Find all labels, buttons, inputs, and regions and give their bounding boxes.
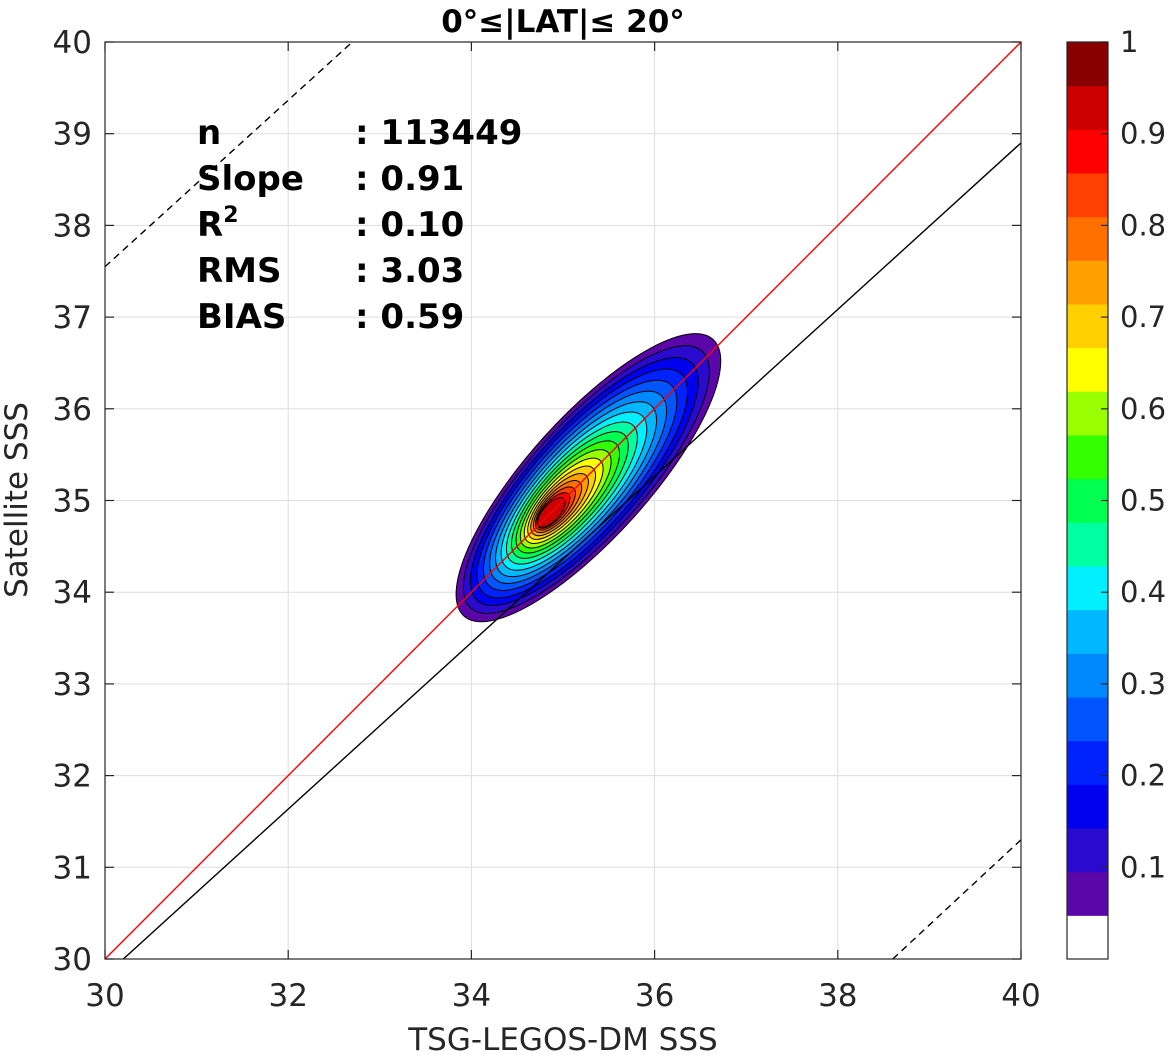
x-tick-label: 30 [85, 978, 124, 1014]
y-tick-label: 40 [53, 25, 92, 61]
colorbar-tick-label: 0.4 [1120, 575, 1166, 609]
stat-label: R2 [197, 203, 239, 245]
colorbar-tick-label: 0.8 [1120, 208, 1166, 242]
x-tick-label: 36 [635, 978, 674, 1014]
y-tick-label: 34 [53, 575, 92, 611]
stat-label: Slope [197, 159, 304, 199]
colorbar-segment [1067, 347, 1108, 392]
colorbar-tick-label: 0.1 [1120, 850, 1166, 884]
colorbar-segment [1067, 216, 1108, 261]
y-tick-label: 32 [53, 759, 92, 795]
reference-line-lower [892, 839, 1021, 959]
colorbar-segment [1067, 173, 1108, 218]
colorbar-segment [1067, 522, 1108, 567]
y-tick-label: 35 [53, 484, 92, 520]
y-tick-label: 39 [53, 117, 92, 153]
colorbar-segment [1067, 609, 1108, 654]
reference-line-fit [122, 142, 1021, 959]
y-tick-label: 38 [53, 208, 92, 244]
colorbar-segment [1067, 435, 1108, 480]
colorbar-segment [1067, 129, 1108, 174]
reference-line-upper [105, 42, 353, 268]
x-tick-label: 38 [818, 978, 857, 1014]
y-tick-label: 31 [53, 850, 92, 886]
colorbar-segment [1067, 304, 1108, 349]
colorbar-tick-label: 1 [1120, 25, 1138, 59]
colorbar-segment [1067, 391, 1108, 436]
colorbar-segment [1067, 42, 1108, 87]
colorbar-segment [1067, 697, 1108, 742]
colorbar-tick-label: 0.5 [1120, 484, 1166, 518]
reference-line-1to1 [105, 42, 1021, 959]
stat-label: RMS [197, 251, 282, 291]
stat-label-superscript: 2 [223, 203, 238, 228]
axis-ticks: 30 32 34 36 38 40 30 31 32 33 34 35 36 37 38 39 40 [53, 25, 1041, 1014]
colorbar-segment [1067, 260, 1108, 305]
stat-value: : 0.91 [355, 159, 464, 199]
density-contours [455, 333, 722, 623]
x-tick-label: 32 [268, 978, 307, 1014]
colorbar-tick-label: 0.9 [1120, 117, 1166, 151]
statistics-box: n : 113449 Slope : 0.91 R2 : 0.10 RMS : 3.03 BIA… [197, 113, 522, 337]
stat-label: BIAS [197, 297, 286, 337]
y-axis-label: Satellite SSS [0, 402, 35, 598]
colorbar: 0.1 0.2 0.3 0.4 0.5 0.6 0.7 0.8 0.9 1 [1066, 25, 1166, 960]
colorbar-segment [1067, 871, 1108, 916]
colorbar-segment [1067, 784, 1108, 829]
x-tick-label: 40 [1001, 978, 1040, 1014]
colorbar-segment [1067, 828, 1108, 873]
x-axis-label: TSG-LEGOS-DM SSS [407, 1022, 717, 1055]
colorbar-segment [1067, 653, 1108, 698]
colorbar-tick-label: 0.7 [1120, 300, 1166, 334]
reference-lines [105, 42, 1021, 959]
colorbar-segment [1067, 566, 1108, 611]
grid [105, 42, 1021, 959]
x-tick-label: 34 [452, 978, 491, 1014]
y-tick-label: 30 [53, 942, 92, 978]
y-tick-label: 33 [53, 667, 92, 703]
stat-label: n [197, 113, 221, 153]
chart-title: 0°≤|LAT|≤ 20° [441, 4, 685, 40]
stat-value: : 0.10 [355, 205, 464, 245]
colorbar-segment [1067, 915, 1108, 960]
stat-value: : 0.59 [355, 297, 464, 337]
colorbar-tick-label: 0.3 [1120, 667, 1166, 701]
stat-value: : 113449 [355, 113, 522, 153]
colorbar-segment [1067, 85, 1108, 130]
colorbar-tick-label: 0.2 [1120, 759, 1166, 793]
y-tick-label: 37 [53, 300, 92, 336]
colorbar-tick-label: 0.6 [1120, 392, 1166, 426]
colorbar-segment [1067, 740, 1108, 785]
stat-value: : 3.03 [355, 251, 464, 291]
y-tick-label: 36 [53, 392, 92, 428]
